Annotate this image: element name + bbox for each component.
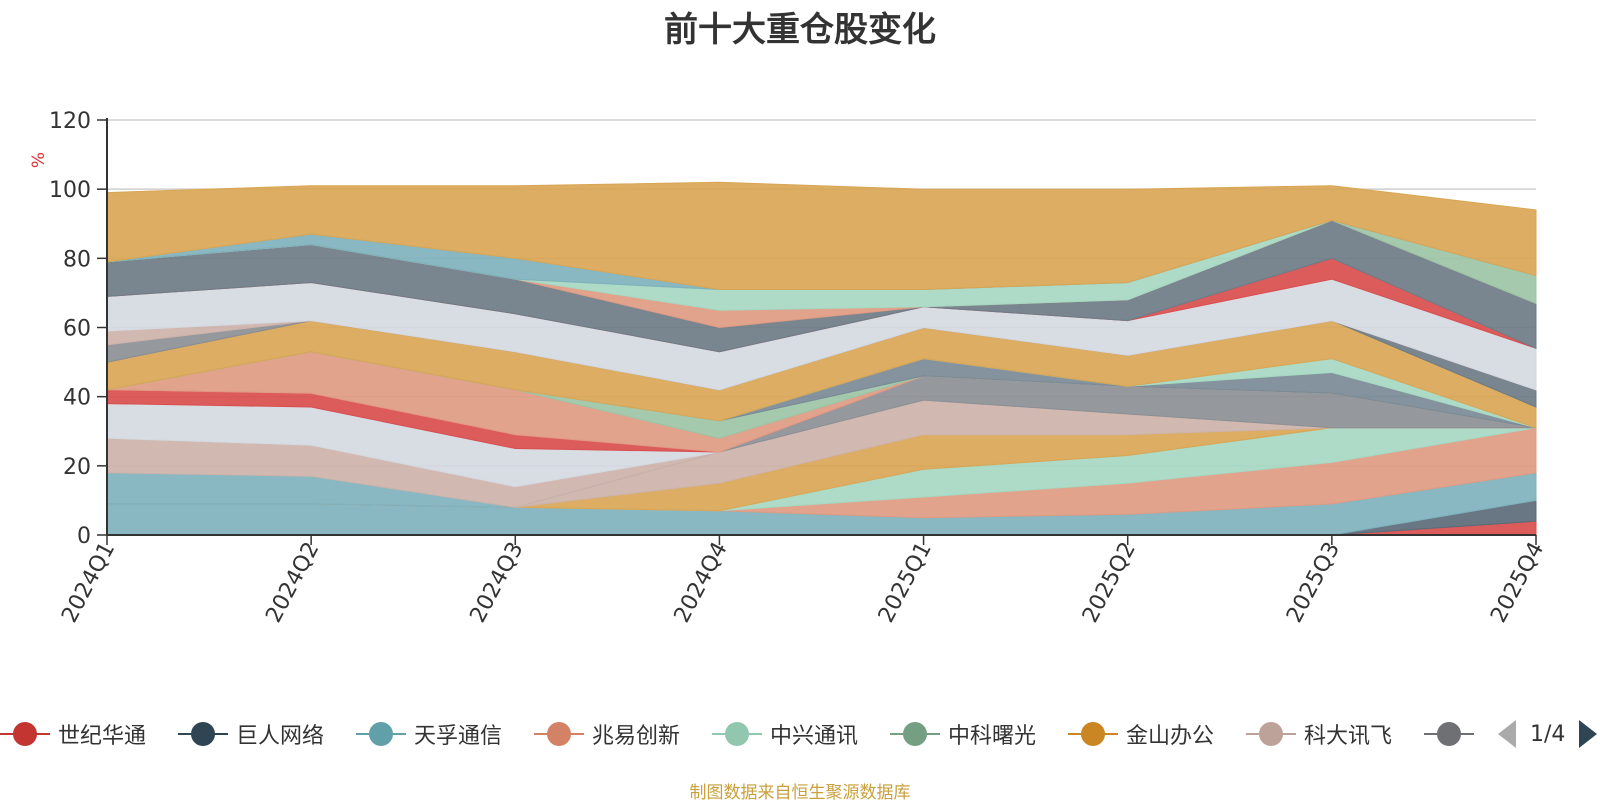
legend-item[interactable]: 巨人网络	[178, 706, 324, 762]
x-tick-label: 2025Q1	[874, 538, 937, 627]
legend-item[interactable]: 科大讯飞	[1246, 706, 1392, 762]
area-series-28	[106, 181, 1537, 290]
y-tick-label: 40	[63, 386, 91, 411]
y-tick-label: 120	[49, 109, 91, 134]
y-axis-unit: %	[29, 152, 49, 168]
legend-items: 世纪华通 巨人网络 天孚通信 兆易创新 中兴通讯 中科曙光 金山办公 科大讯飞 恒	[0, 706, 1480, 762]
legend-item[interactable]: 恒	[1424, 706, 1480, 762]
legend-marker-icon	[534, 720, 584, 748]
legend-item[interactable]: 中科曙光	[890, 706, 1036, 762]
x-tick-label: 2024Q4	[670, 538, 733, 627]
y-tick-label: 0	[77, 524, 91, 549]
y-tick-label: 20	[63, 455, 91, 480]
legend-label: 中科曙光	[948, 724, 1037, 749]
legend-label: 中兴通讯	[770, 724, 859, 749]
legend-marker-icon	[0, 720, 50, 748]
x-tick-label: 2024Q2	[261, 538, 324, 627]
legend-label: 世纪华通	[58, 724, 147, 749]
stacked-area-chart: 0 20 40 60 80 100 120 2024Q1 2024Q2 2024Q3 2024Q4 2…	[29, 109, 1549, 627]
y-tick-label: 60	[63, 317, 91, 342]
y-tick-label: 80	[63, 247, 91, 272]
area-series-layer	[106, 181, 1537, 536]
legend-label: 科大讯飞	[1304, 724, 1393, 749]
legend-prev-page-icon[interactable]	[1498, 720, 1516, 748]
legend-page-indicator: 1/4	[1530, 721, 1566, 747]
legend-marker-icon	[890, 720, 940, 748]
legend-item[interactable]: 世纪华通	[0, 706, 146, 762]
legend: 世纪华通 巨人网络 天孚通信 兆易创新 中兴通讯 中科曙光 金山办公 科大讯飞 恒 1/4	[0, 706, 1600, 762]
legend-marker-icon	[178, 720, 228, 748]
x-tick-label: 2024Q3	[466, 538, 529, 627]
legend-item[interactable]: 中兴通讯	[712, 706, 858, 762]
legend-marker-icon	[356, 720, 406, 748]
source-note: 制图数据来自恒生聚源数据库	[689, 783, 911, 803]
chart-title: 前十大重仓股变化	[664, 10, 936, 50]
x-tick-label: 2025Q3	[1282, 538, 1345, 627]
legend-marker-icon	[712, 720, 762, 748]
legend-label: 天孚通信	[414, 724, 503, 749]
x-tick-label: 2024Q1	[57, 538, 120, 627]
legend-item[interactable]: 天孚通信	[356, 706, 502, 762]
legend-label: 金山办公	[1126, 724, 1215, 749]
legend-marker-icon	[1246, 720, 1296, 748]
x-tick-label: 2025Q2	[1078, 538, 1141, 627]
legend-marker-icon	[1424, 720, 1474, 748]
legend-label: 巨人网络	[236, 724, 325, 749]
legend-pager: 1/4	[1498, 706, 1598, 762]
y-tick-label: 100	[49, 178, 91, 203]
legend-item[interactable]: 金山办公	[1068, 706, 1214, 762]
legend-label: 兆易创新	[592, 724, 681, 749]
legend-next-page-icon[interactable]	[1579, 720, 1598, 748]
legend-marker-icon	[1068, 720, 1118, 748]
x-tick-label: 2025Q4	[1486, 538, 1549, 627]
legend-item[interactable]: 兆易创新	[534, 706, 680, 762]
